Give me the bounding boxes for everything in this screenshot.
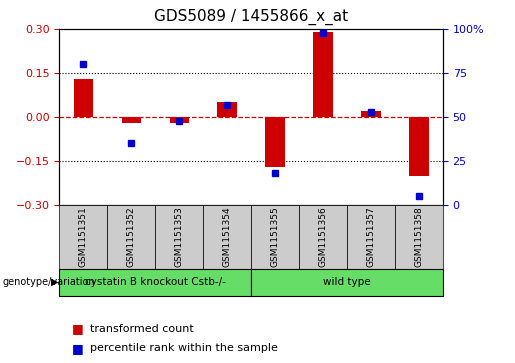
Bar [251, 269, 443, 296]
Bar [217, 102, 237, 117]
Bar [251, 205, 299, 269]
Bar [409, 117, 428, 176]
Bar [203, 205, 251, 269]
Text: cystatin B knockout Cstb-/-: cystatin B knockout Cstb-/- [84, 277, 226, 287]
Bar [169, 117, 188, 123]
Text: GSM1151358: GSM1151358 [415, 207, 423, 267]
Bar [395, 205, 443, 269]
Text: GSM1151352: GSM1151352 [127, 207, 135, 267]
Bar [347, 205, 395, 269]
Bar [314, 32, 333, 117]
Text: genotype/variation: genotype/variation [3, 277, 95, 287]
Text: wild type: wild type [323, 277, 371, 287]
Bar [59, 269, 251, 296]
Bar [107, 205, 155, 269]
Bar [362, 111, 381, 117]
Text: ■: ■ [72, 322, 84, 335]
Text: GSM1151353: GSM1151353 [175, 207, 184, 267]
Text: GSM1151355: GSM1151355 [270, 207, 280, 267]
Bar [59, 205, 107, 269]
Text: ■: ■ [72, 342, 84, 355]
Text: GSM1151356: GSM1151356 [318, 207, 328, 267]
Title: GDS5089 / 1455866_x_at: GDS5089 / 1455866_x_at [154, 9, 348, 25]
Text: GSM1151354: GSM1151354 [222, 207, 232, 267]
Bar [155, 205, 203, 269]
Text: GSM1151357: GSM1151357 [367, 207, 375, 267]
Bar [74, 79, 93, 117]
Text: percentile rank within the sample: percentile rank within the sample [90, 343, 278, 354]
Bar [265, 117, 285, 167]
Text: transformed count: transformed count [90, 323, 194, 334]
Bar [299, 205, 347, 269]
Text: GSM1151351: GSM1151351 [79, 207, 88, 267]
Bar [122, 117, 141, 123]
Text: ▶: ▶ [50, 277, 58, 287]
